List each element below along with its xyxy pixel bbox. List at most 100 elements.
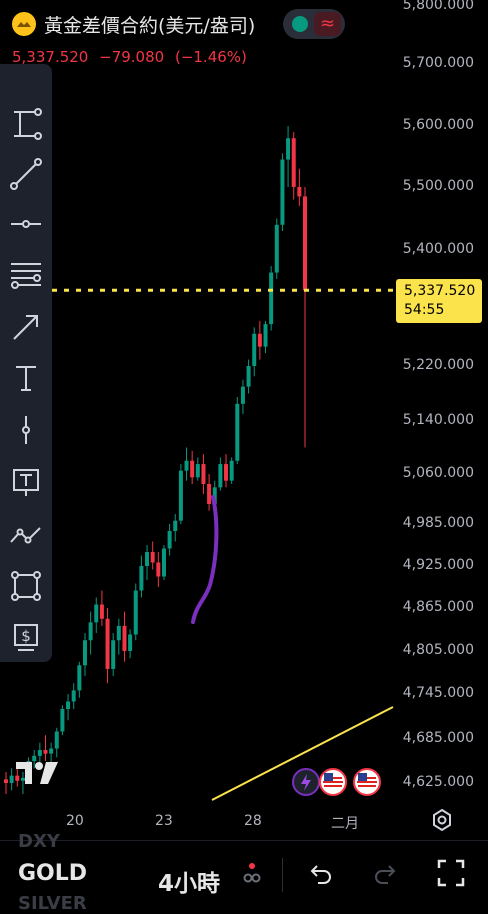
time-label-23: 23 (155, 813, 173, 829)
price-range-icon[interactable]: $ (6, 616, 46, 656)
price-chart[interactable] (0, 0, 488, 840)
fullscreen-icon[interactable] (436, 858, 466, 888)
symbol-silver[interactable]: SILVER (18, 893, 87, 914)
candle-body (105, 618, 110, 669)
candle-body (195, 464, 200, 478)
candle-body (60, 709, 65, 732)
bottom-separator (282, 858, 283, 892)
candle-body (77, 665, 82, 691)
candle-body (88, 622, 93, 641)
time-label-feb: 二月 (331, 816, 359, 832)
market-open-dot-icon (292, 16, 308, 32)
wave-icon[interactable]: ≈ (314, 12, 341, 36)
candle-body (49, 748, 54, 754)
candle-body (257, 333, 262, 347)
candle-body (252, 333, 257, 366)
price-label: 4,865.000 (402, 599, 474, 615)
candle-body (224, 464, 229, 481)
candle-body (54, 731, 59, 749)
candle-body (280, 159, 285, 225)
horizontal-line-icon[interactable] (6, 204, 46, 244)
candle-body (122, 625, 127, 651)
gold-symbol-logo (12, 12, 36, 36)
candle-body (207, 484, 212, 504)
candle-body (297, 187, 302, 197)
svg-text:$: $ (21, 627, 31, 645)
candle-body (218, 464, 223, 488)
undo-icon[interactable] (306, 860, 334, 888)
candle-body (178, 470, 183, 521)
candle-body (201, 464, 206, 484)
candle-body (167, 531, 172, 549)
candle-body (37, 750, 42, 756)
candle-body (269, 272, 274, 325)
text-icon[interactable] (6, 358, 46, 398)
candle-body (156, 562, 161, 577)
symbol-dxy[interactable]: DXY (18, 831, 60, 852)
tradingview-logo (16, 760, 58, 786)
candle-body (161, 548, 166, 577)
candle-body (32, 755, 37, 761)
vertical-line-icon[interactable] (6, 410, 46, 450)
redo-icon[interactable] (372, 860, 400, 888)
price-label: 5,500.000 (402, 178, 474, 194)
price-change-percent: (−1.46%) (174, 48, 247, 66)
us-economic-event-icon-1[interactable] (319, 768, 347, 796)
candle-body (9, 775, 14, 783)
candle-body (71, 690, 76, 702)
us-economic-event-icon-2[interactable] (353, 768, 381, 796)
path-icon[interactable] (6, 514, 46, 554)
text-note-icon[interactable] (6, 462, 46, 502)
price-label: 5,700.000 (402, 55, 474, 71)
chart-settings-icon[interactable] (430, 808, 454, 832)
candle-body (139, 566, 144, 591)
symbol-gold[interactable]: GOLD (18, 861, 88, 886)
price-quote: 5,337.520 −79.080 (−1.46%) (12, 48, 253, 66)
time-label-20: 20 (66, 813, 84, 829)
candle-body (173, 520, 178, 531)
candle-body (15, 775, 20, 781)
candle-body (190, 460, 195, 478)
trend-line (211, 706, 394, 801)
price-label: 5,600.000 (402, 117, 474, 133)
candle-body (235, 403, 240, 461)
price-label: 5,800.000 (402, 0, 474, 13)
current-price-tag: 5,337.520 54:55 (396, 279, 482, 323)
interval-selector[interactable]: 4小時 (158, 871, 221, 897)
candle-body (43, 750, 48, 754)
price-label: 5,400.000 (402, 241, 474, 257)
candle-body (274, 224, 279, 273)
candle-body (184, 460, 189, 471)
current-price-value: 5,337.520 (404, 283, 476, 299)
price-label: 4,625.000 (402, 774, 474, 790)
candle-body (291, 138, 296, 187)
bar-countdown: 54:55 (404, 302, 445, 318)
candle-body (128, 634, 133, 651)
candle-body (111, 640, 116, 669)
candle-body (116, 625, 121, 641)
last-price: 5,337.520 (12, 48, 89, 66)
price-label: 4,745.000 (402, 685, 474, 701)
drawing-toolbar: $ (0, 64, 52, 662)
candle-body (66, 701, 71, 709)
candle-body (286, 138, 291, 160)
candle-body (240, 386, 245, 404)
price-label: 4,925.000 (402, 557, 474, 573)
candle-body (145, 552, 150, 566)
candle-body (303, 196, 307, 291)
candle-body (20, 777, 25, 781)
rectangle-icon[interactable] (6, 566, 46, 606)
candle-body (4, 779, 8, 783)
symbol-title[interactable]: 黃金差價合約(美元/盎司) (44, 15, 256, 37)
price-label: 5,060.000 (402, 465, 474, 481)
freehand-drawing (191, 495, 219, 624)
dividend-event-icon[interactable] (292, 768, 320, 796)
trend-line-icon[interactable] (6, 154, 46, 194)
candle-body (99, 604, 104, 619)
horizontal-ray-icon[interactable] (6, 104, 46, 144)
candle-body (212, 487, 217, 504)
arrow-icon[interactable] (6, 306, 46, 346)
indicators-icon[interactable] (240, 862, 270, 888)
candle-body (229, 460, 234, 481)
parallel-channel-icon[interactable] (6, 254, 46, 294)
